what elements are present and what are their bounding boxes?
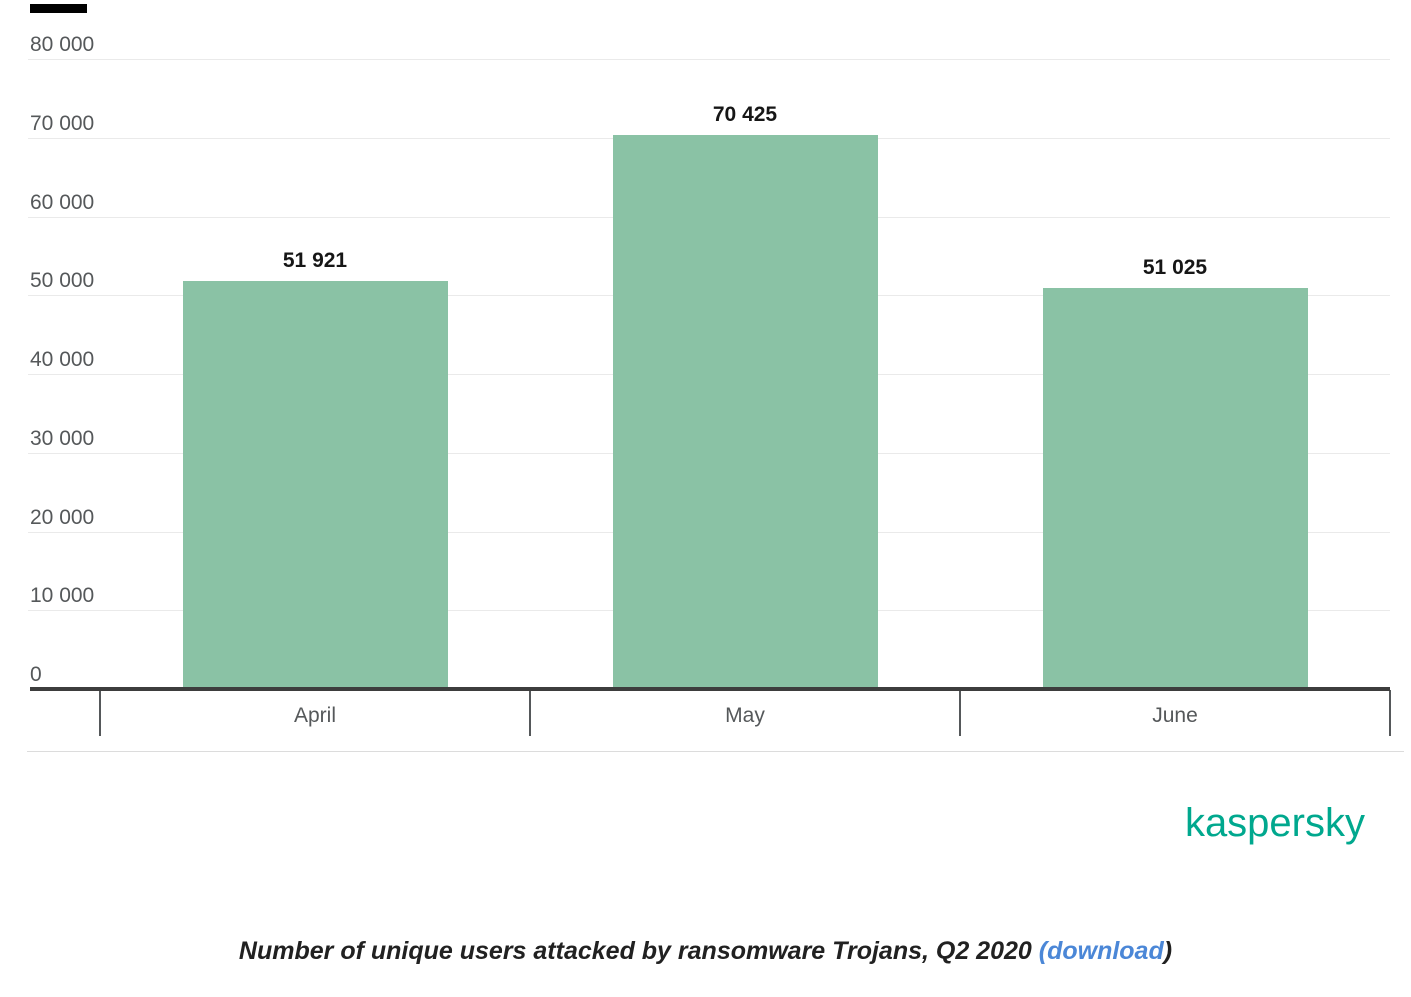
y-axis-label: 30 000	[30, 426, 95, 450]
x-axis-label: May	[725, 704, 765, 727]
bar	[1042, 288, 1308, 690]
chart-caption: Number of unique users attacked by ranso…	[0, 937, 1411, 966]
bar-value-label: 70 425	[712, 103, 778, 127]
y-axis-label: 0	[30, 663, 42, 686]
x-axis-tick	[959, 690, 961, 736]
y-axis-label: 10 000	[30, 584, 95, 608]
caption-text: Number of unique users attacked by ranso…	[238, 937, 1039, 965]
x-axis-label: June	[1152, 704, 1198, 727]
x-axis-tick	[99, 690, 101, 736]
x-axis-tick	[529, 690, 531, 736]
x-axis-line	[30, 687, 1390, 691]
gridline	[28, 59, 1390, 60]
y-axis-label: 70 000	[30, 111, 95, 135]
caption-text-end: )	[1163, 937, 1173, 965]
x-axis-label: April	[293, 704, 336, 727]
y-axis-label: 40 000	[30, 348, 95, 371]
bar-value-label: 51 921	[282, 249, 348, 273]
x-axis-tick	[1389, 690, 1391, 736]
bar	[612, 135, 878, 690]
y-axis-label: 50 000	[30, 269, 95, 293]
y-axis-label: 80 000	[30, 33, 95, 56]
bar-value-label: 51 025	[1142, 256, 1208, 280]
y-axis-label: 20 000	[30, 505, 95, 529]
top-left-black-mark	[30, 4, 87, 13]
bottom-separator-line	[27, 751, 1404, 752]
bar	[182, 281, 448, 690]
y-axis-label: 60 000	[30, 190, 95, 214]
kaspersky-logo: kaspersky	[1184, 801, 1365, 845]
download-link[interactable]: (download	[1038, 937, 1164, 965]
